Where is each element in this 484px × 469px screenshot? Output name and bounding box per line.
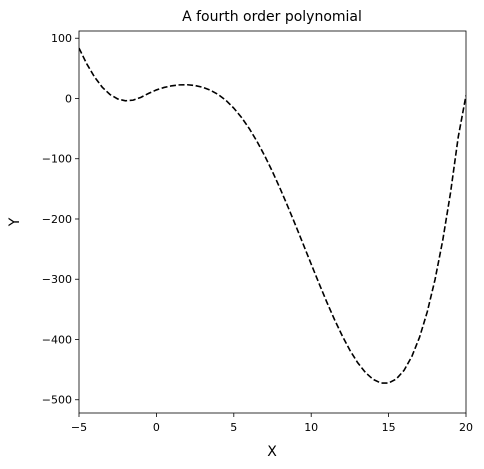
- chart-title: A fourth order polynomial: [182, 9, 362, 25]
- x-tick-label: 15: [382, 421, 396, 434]
- y-tick-label: −200: [42, 213, 72, 226]
- x-axis-label: X: [267, 444, 277, 460]
- axis-ticks: −5 0 5 10 15 20 100 0 −100 −200 −300 −400 −500: [42, 32, 473, 434]
- y-tick-label: 100: [51, 32, 72, 45]
- plot-area: [78, 30, 467, 414]
- y-tick-label: −100: [42, 153, 72, 166]
- plot-frame: [78, 30, 467, 414]
- y-axis-label: Y: [7, 217, 23, 227]
- y-tick-label: −400: [42, 333, 72, 346]
- y-tick-label: 0: [65, 92, 72, 105]
- x-tick-label: −5: [71, 421, 87, 434]
- y-tick-label: −500: [42, 394, 72, 407]
- series-line-0: [79, 47, 466, 384]
- y-tick-label: −300: [42, 273, 72, 286]
- x-tick-label: 20: [459, 421, 473, 434]
- x-tick-label: 10: [304, 421, 318, 434]
- x-tick-label: 0: [153, 421, 160, 434]
- x-tick-label: 5: [230, 421, 237, 434]
